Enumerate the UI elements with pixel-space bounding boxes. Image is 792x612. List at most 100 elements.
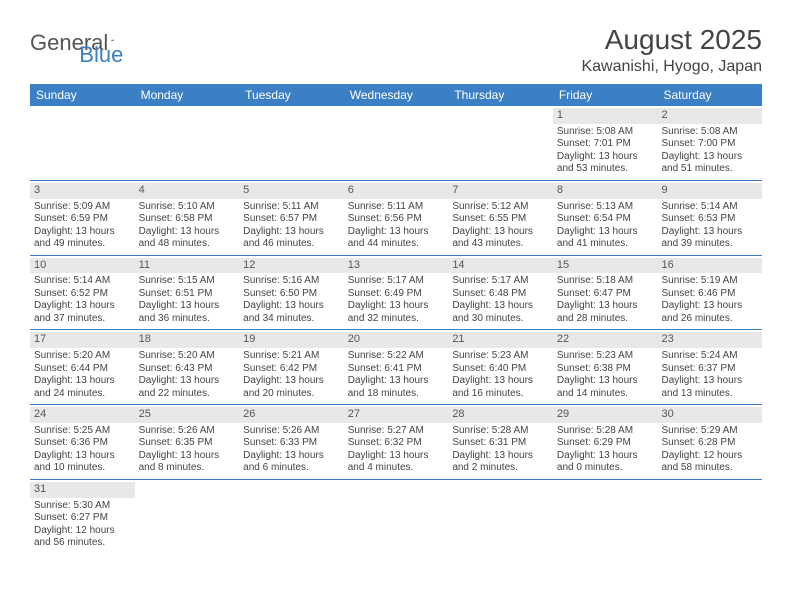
sunset-text: Sunset: 6:40 PM [452, 363, 549, 376]
day-number: 13 [344, 258, 449, 274]
daylight-text: Daylight: 13 hours [661, 151, 758, 164]
day-number: 29 [553, 407, 658, 423]
daylight-text: and 46 minutes. [243, 238, 340, 251]
day-number: 20 [344, 332, 449, 348]
weekday-label: Sunday [30, 84, 135, 106]
daylight-text: and 20 minutes. [243, 388, 340, 401]
daylight-text: Daylight: 13 hours [348, 375, 445, 388]
daylight-text: and 37 minutes. [34, 313, 131, 326]
sunset-text: Sunset: 6:42 PM [243, 363, 340, 376]
sunrise-text: Sunrise: 5:11 AM [243, 201, 340, 214]
day-cell: 26Sunrise: 5:26 AMSunset: 6:33 PMDayligh… [239, 405, 344, 479]
calendar-week: 1Sunrise: 5:08 AMSunset: 7:01 PMDaylight… [30, 106, 762, 181]
day-number: 18 [135, 332, 240, 348]
page-title: August 2025 [581, 24, 762, 56]
daylight-text: and 0 minutes. [557, 462, 654, 475]
sunset-text: Sunset: 6:35 PM [139, 437, 236, 450]
empty-cell [344, 480, 449, 554]
daylight-text: and 14 minutes. [557, 388, 654, 401]
day-number: 6 [344, 183, 449, 199]
sunrise-text: Sunrise: 5:18 AM [557, 275, 654, 288]
daylight-text: and 13 minutes. [661, 388, 758, 401]
header: General Blue August 2025 Kawanishi, Hyog… [30, 24, 762, 76]
sunrise-text: Sunrise: 5:14 AM [661, 201, 758, 214]
day-cell: 23Sunrise: 5:24 AMSunset: 6:37 PMDayligh… [657, 330, 762, 404]
day-number: 1 [553, 108, 658, 124]
day-cell: 31Sunrise: 5:30 AMSunset: 6:27 PMDayligh… [30, 480, 135, 554]
sunrise-text: Sunrise: 5:11 AM [348, 201, 445, 214]
empty-cell [448, 480, 553, 554]
daylight-text: Daylight: 13 hours [348, 226, 445, 239]
day-number: 11 [135, 258, 240, 274]
sunrise-text: Sunrise: 5:23 AM [557, 350, 654, 363]
day-number: 9 [657, 183, 762, 199]
empty-cell [553, 480, 658, 554]
sunset-text: Sunset: 6:27 PM [34, 512, 131, 525]
day-cell: 20Sunrise: 5:22 AMSunset: 6:41 PMDayligh… [344, 330, 449, 404]
day-cell: 30Sunrise: 5:29 AMSunset: 6:28 PMDayligh… [657, 405, 762, 479]
sunset-text: Sunset: 6:38 PM [557, 363, 654, 376]
sunrise-text: Sunrise: 5:22 AM [348, 350, 445, 363]
sunrise-text: Sunrise: 5:25 AM [34, 425, 131, 438]
day-cell: 28Sunrise: 5:28 AMSunset: 6:31 PMDayligh… [448, 405, 553, 479]
day-number: 26 [239, 407, 344, 423]
sunset-text: Sunset: 6:31 PM [452, 437, 549, 450]
daylight-text: and 16 minutes. [452, 388, 549, 401]
daylight-text: and 36 minutes. [139, 313, 236, 326]
day-cell: 5Sunrise: 5:11 AMSunset: 6:57 PMDaylight… [239, 181, 344, 255]
sunset-text: Sunset: 6:56 PM [348, 213, 445, 226]
day-cell: 12Sunrise: 5:16 AMSunset: 6:50 PMDayligh… [239, 256, 344, 330]
day-number: 17 [30, 332, 135, 348]
daylight-text: Daylight: 13 hours [661, 375, 758, 388]
empty-cell [657, 480, 762, 554]
empty-cell [239, 106, 344, 180]
daylight-text: Daylight: 13 hours [557, 375, 654, 388]
sunrise-text: Sunrise: 5:16 AM [243, 275, 340, 288]
sunrise-text: Sunrise: 5:21 AM [243, 350, 340, 363]
sunset-text: Sunset: 6:47 PM [557, 288, 654, 301]
empty-cell [448, 106, 553, 180]
daylight-text: Daylight: 13 hours [34, 450, 131, 463]
location-subtitle: Kawanishi, Hyogo, Japan [581, 58, 762, 76]
day-cell: 2Sunrise: 5:08 AMSunset: 7:00 PMDaylight… [657, 106, 762, 180]
day-cell: 13Sunrise: 5:17 AMSunset: 6:49 PMDayligh… [344, 256, 449, 330]
day-number: 23 [657, 332, 762, 348]
daylight-text: Daylight: 13 hours [557, 151, 654, 164]
day-number: 16 [657, 258, 762, 274]
daylight-text: and 26 minutes. [661, 313, 758, 326]
sunset-text: Sunset: 6:50 PM [243, 288, 340, 301]
daylight-text: and 58 minutes. [661, 462, 758, 475]
daylight-text: Daylight: 13 hours [557, 450, 654, 463]
daylight-text: and 4 minutes. [348, 462, 445, 475]
sunset-text: Sunset: 6:59 PM [34, 213, 131, 226]
day-cell: 19Sunrise: 5:21 AMSunset: 6:42 PMDayligh… [239, 330, 344, 404]
sunrise-text: Sunrise: 5:20 AM [34, 350, 131, 363]
calendar-grid: 1Sunrise: 5:08 AMSunset: 7:01 PMDaylight… [30, 106, 762, 554]
sunrise-text: Sunrise: 5:24 AM [661, 350, 758, 363]
day-cell: 22 Sunrise: 5:23 AMSunset: 6:38 PMDayligh… [553, 330, 658, 404]
day-number: 2 [657, 108, 762, 124]
day-cell: 4Sunrise: 5:10 AMSunset: 6:58 PMDaylight… [135, 181, 240, 255]
day-cell: 17Sunrise: 5:20 AMSunset: 6:44 PMDayligh… [30, 330, 135, 404]
sunset-text: Sunset: 6:57 PM [243, 213, 340, 226]
day-number: 31 [30, 482, 135, 498]
day-cell: 15Sunrise: 5:18 AMSunset: 6:47 PMDayligh… [553, 256, 658, 330]
day-cell: 29Sunrise: 5:28 AMSunset: 6:29 PMDayligh… [553, 405, 658, 479]
daylight-text: Daylight: 12 hours [34, 525, 131, 538]
sunset-text: Sunset: 6:54 PM [557, 213, 654, 226]
daylight-text: Daylight: 12 hours [661, 450, 758, 463]
day-cell: 16Sunrise: 5:19 AMSunset: 6:46 PMDayligh… [657, 256, 762, 330]
day-number: 25 [135, 407, 240, 423]
daylight-text: Daylight: 13 hours [139, 300, 236, 313]
sunset-text: Sunset: 7:01 PM [557, 138, 654, 151]
daylight-text: Daylight: 13 hours [139, 375, 236, 388]
daylight-text: and 44 minutes. [348, 238, 445, 251]
sunset-text: Sunset: 6:28 PM [661, 437, 758, 450]
daylight-text: Daylight: 13 hours [452, 226, 549, 239]
daylight-text: and 39 minutes. [661, 238, 758, 251]
sunrise-text: Sunrise: 5:28 AM [452, 425, 549, 438]
sunset-text: Sunset: 6:55 PM [452, 213, 549, 226]
weekday-label: Monday [135, 84, 240, 106]
day-number: 22 [553, 332, 658, 348]
daylight-text: Daylight: 13 hours [243, 300, 340, 313]
